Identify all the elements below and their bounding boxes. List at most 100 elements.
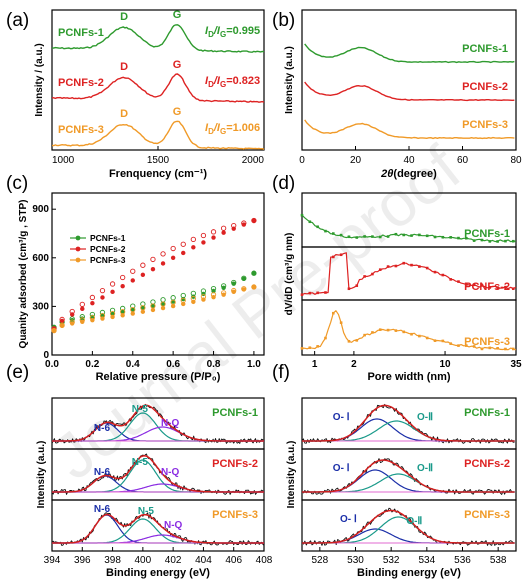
panel-label-b: (b): [272, 10, 295, 31]
panel-c-desorption-point-pcnfs-2: [150, 256, 156, 263]
panel-f-component-label: O- Ⅰ: [333, 463, 350, 474]
panel-d-marker-pcnfs-1: [355, 236, 359, 239]
panel-c-desorption-point-pcnfs-3: [120, 309, 126, 315]
panel-d-marker-pcnfs-1: [472, 239, 476, 242]
panel-f-o1s-xps: 528 530 532 534 536 538 Binding energy (eV) Int…: [286, 397, 517, 579]
panel-d-marker-pcnfs-1: [316, 225, 319, 229]
panel-d-xlabel: Pore width (nm): [367, 371, 450, 383]
panel-d-marker-pcnfs-3: [504, 347, 507, 351]
panel-c-desorption-point-pcnfs-1: [89, 311, 96, 318]
panel-d-marker-pcnfs-2: [457, 280, 460, 283]
panel-d-marker-pcnfs-3: [457, 344, 460, 347]
panel-d-marker-pcnfs-2: [300, 293, 304, 296]
panel-f-series-label: PCNFs-1: [464, 407, 510, 419]
panel-d-marker-pcnfs-2: [496, 286, 499, 289]
panel-d-marker-pcnfs-2: [433, 270, 437, 274]
panel-d-marker-pcnfs-1: [418, 233, 421, 237]
panel-c-desorption-point-pcnfs-1: [109, 307, 116, 314]
panel-c-point-pcnfs-2: [120, 283, 125, 289]
panel-c-point-pcnfs-2: [170, 255, 176, 260]
panel-d-marker-pcnfs-1: [488, 240, 492, 243]
panel-e-series-label: PCNFs-2: [212, 458, 258, 470]
panel-c-desorption-point-pcnfs-2: [59, 316, 65, 323]
panel-d-marker-pcnfs-3: [465, 344, 468, 347]
panel-c-xtick-label: 0.2: [85, 359, 99, 370]
panel-b-series-label: PCNFs-3: [462, 119, 508, 131]
panel-c-desorption-point-pcnfs-3: [220, 290, 227, 296]
panel-c-point-pcnfs-1: [150, 303, 156, 309]
panel-c-point-pcnfs-2: [59, 318, 65, 324]
panel-c-desorption-point-pcnfs-1: [69, 316, 75, 322]
panel-e-fit-pcnfs-2: [52, 455, 264, 493]
panel-c-point-pcnfs-2: [130, 278, 135, 283]
panel-c-xtick-label: 0.8: [207, 359, 221, 370]
panel-d-pore-distribution: 1 2 10 35 Pore width (nm) dV/dD (cm³/g nm) PCN…: [284, 192, 522, 383]
panel-label-d: (d): [272, 173, 295, 194]
panel-c-point-pcnfs-2: [211, 235, 216, 240]
panel-c-desorption-point-pcnfs-2: [190, 236, 196, 243]
panel-d-marker-pcnfs-3: [441, 339, 445, 343]
panel-a-series-pcnfs-3: [51, 120, 265, 151]
panel-f-ylabel: Intensity (a.u.): [286, 441, 297, 509]
panel-d-marker-pcnfs-1: [363, 235, 366, 238]
panel-c-desorption-point-pcnfs-2: [160, 251, 166, 257]
panel-c-legend-marker: [75, 257, 81, 263]
panel-c-desorption-point-pcnfs-2: [200, 232, 207, 239]
panel-c-desorption-point-pcnfs-2: [210, 229, 217, 235]
panel-c-desorption-point-pcnfs-1: [220, 283, 227, 289]
panel-c-frame: [51, 192, 265, 356]
panel-d-marker-pcnfs-2: [355, 284, 359, 287]
panel-d-marker-pcnfs-3: [386, 328, 390, 332]
panel-d-marker-pcnfs-1: [331, 232, 335, 235]
panel-c-ytick-label: 300: [32, 301, 49, 312]
panel-a-xtick-label: 2000: [242, 155, 265, 166]
panel-d-marker-pcnfs-3: [308, 346, 312, 350]
panel-b-series-pcnfs-1: [304, 43, 515, 64]
panel-c-ylabel: Quanity adsorbed (cm³/g , STP): [18, 200, 29, 349]
panel-a-peak-d: D: [120, 108, 128, 120]
panel-d-marker-pcnfs-1: [480, 238, 484, 242]
panel-c-point-pcnfs-3: [51, 328, 57, 333]
panel-d-marker-pcnfs-3: [496, 346, 499, 350]
panel-d-xtick-label: 1: [312, 359, 318, 370]
panel-d-marker-pcnfs-3: [378, 328, 382, 331]
panel-c-legend-label: PCNFs-1: [90, 233, 126, 243]
panel-b-series-pcnfs-2: [304, 81, 515, 102]
panel-a-ratio: ID/IG=0.823: [205, 75, 260, 89]
panel-c-desorption-point-pcnfs-3: [231, 287, 237, 294]
panel-c-desorption-point-pcnfs-3: [89, 315, 96, 321]
panel-d-series-pcnfs-3: [301, 310, 517, 351]
panel-label-a: (a): [6, 10, 29, 31]
panel-f-component-label: O-Ⅱ: [417, 463, 433, 474]
panel-e-fit-pcnfs-1: [52, 404, 264, 442]
panel-c-desorption-point-pcnfs-1: [120, 305, 126, 312]
panel-c-ytick-label: 900: [32, 204, 49, 215]
panel-a-series-label: PCNFs-3: [58, 124, 104, 136]
panel-d-subframe: [301, 299, 517, 356]
panel-d-xtick-label: 35: [510, 359, 522, 370]
panel-d-xtick-label: 10: [439, 359, 451, 370]
panel-a-peak-d: D: [120, 11, 128, 23]
panel-e-xtick-label: 402: [165, 555, 182, 566]
panel-c-desorption-point-pcnfs-2: [180, 241, 186, 247]
panel-a-ylabel: Intensity / (a.u.): [34, 43, 45, 116]
panel-d-marker-pcnfs-3: [410, 332, 413, 336]
panel-label-e: (e): [6, 362, 29, 383]
panel-c-point-pcnfs-1: [251, 270, 257, 276]
panel-d-marker-pcnfs-1: [504, 239, 507, 243]
panel-d-marker-pcnfs-3: [316, 345, 319, 348]
panel-e-component-label: N-Q: [161, 467, 180, 478]
panel-c-legend-marker: [75, 246, 81, 252]
panel-d-marker-pcnfs-2: [504, 285, 507, 289]
panel-e-ylabel: Intensity (a.u.): [36, 441, 47, 509]
panel-c-desorption-point-pcnfs-1: [140, 301, 146, 307]
panel-d-marker-pcnfs-1: [433, 235, 437, 239]
panel-c-desorption-point-pcnfs-2: [241, 220, 247, 226]
panel-b-xrd: 0 20 40 60 80 2θ(degree) Intensity (a.u.) PCNFs…: [284, 9, 522, 180]
panel-d-marker-pcnfs-1: [378, 235, 382, 239]
panel-c-point-pcnfs-3: [140, 309, 146, 314]
panel-d-marker-pcnfs-2: [511, 287, 515, 291]
panel-b-xtick-label: 40: [403, 155, 415, 166]
panel-f-fit-pcnfs-2: [302, 459, 515, 493]
panel-d-marker-pcnfs-1: [300, 213, 304, 217]
